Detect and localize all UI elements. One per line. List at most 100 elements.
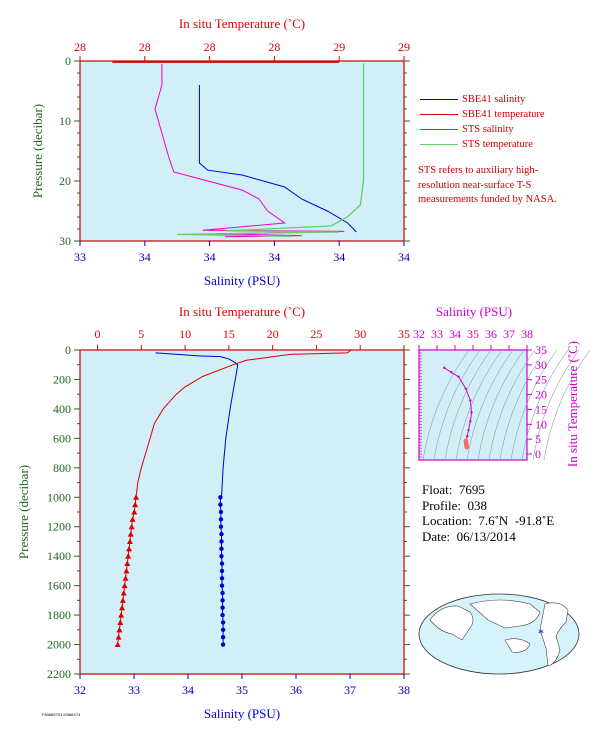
ts-point: [469, 399, 472, 402]
map-land-africa-europe: [429, 605, 474, 641]
y-tick-label: 10: [59, 114, 71, 128]
temperature-sample-point: [119, 597, 126, 603]
legend-item: STS temperature: [420, 137, 545, 152]
bottom-tick-label: 33: [128, 683, 140, 697]
temperature-sample-point: [114, 641, 121, 648]
y-tick-label: 200: [53, 372, 71, 386]
y-tick-label: 2200: [47, 667, 71, 681]
y-tick-label: 1200: [47, 520, 71, 534]
temperature-sample-point: [124, 560, 131, 567]
world-map-inset: *: [418, 593, 580, 675]
legend-swatch: [420, 99, 458, 100]
right-tick-label: 20: [535, 388, 547, 402]
density-contour: [422, 349, 470, 461]
salinity-sample-point: [220, 620, 226, 625]
temperature-sample-point: [122, 575, 129, 581]
bottom-tick-label: 34: [204, 250, 216, 264]
y-tick-label: 1600: [47, 579, 71, 593]
right-tick-label: 30: [535, 358, 547, 372]
top-tick-label: 28: [139, 40, 151, 54]
temperature-sample-point: [123, 567, 130, 574]
top-tick-label: 25: [310, 327, 322, 341]
y-tick-label: 30: [59, 234, 71, 248]
salinity-sample-point: [219, 576, 225, 581]
near-surface-bottom-axis-label: Salinity (PSU): [204, 273, 280, 288]
series-line: [155, 352, 239, 498]
profile-number: Profile: 038: [422, 497, 487, 513]
float-location-marker: *: [538, 626, 544, 640]
density-contour: [510, 349, 558, 461]
legend-swatch: [420, 129, 458, 130]
bottom-tick-label: 35: [236, 683, 248, 697]
ts-curve: [443, 367, 473, 442]
top-tick-label: 35: [467, 327, 479, 341]
map-land-australia: [504, 638, 531, 653]
y-tick-label: 800: [53, 461, 71, 475]
series-line: [177, 63, 365, 237]
temperature-sample-point: [132, 501, 139, 508]
density-contour: [543, 349, 591, 461]
temperature-sample-point: [125, 553, 132, 559]
map-land-asia: [469, 599, 541, 629]
ts-point: [443, 366, 446, 370]
salinity-sample-point: [220, 612, 225, 618]
salinity-sample-point: [219, 531, 224, 537]
legend-swatch: [420, 114, 458, 115]
float-location: Location: 7.6˚N -91.8˚E: [422, 513, 555, 528]
near-surface-plot-area: [79, 60, 405, 242]
full-profile-top-axis-label: In situ Temperature (˚C): [179, 304, 305, 319]
profile-date: Date: 06/13/2014: [422, 528, 516, 544]
temperature-sample-point: [129, 516, 136, 522]
legend-label: STS salinity: [462, 124, 514, 135]
top-tick-label: 37: [503, 327, 515, 341]
top-tick-label: 38: [521, 327, 533, 341]
temperature-sample-point: [118, 612, 125, 618]
temperature-sample-point: [133, 494, 140, 500]
top-tick-label: 35: [398, 327, 410, 341]
salinity-sample-point: [220, 598, 225, 603]
near-surface-panel: In situ Temperature (˚C) Salinity (PSU) …: [30, 16, 410, 288]
density-contour: [532, 349, 580, 461]
density-contour: [444, 349, 492, 461]
temperature-sample-point: [119, 604, 126, 611]
temperature-sample-point: [126, 545, 133, 552]
y-tick-label: 1000: [47, 490, 71, 504]
legend-label: SBE41 salinity: [462, 94, 526, 105]
bottom-tick-label: 34: [398, 250, 410, 264]
full-profile-y-axis-label: Pressure (decibar): [16, 465, 31, 559]
salinity-sample-point: [218, 509, 224, 515]
full-profile-plot-area: [79, 349, 405, 675]
full-profile-panel: In situ Temperature (˚C) Salinity (PSU) …: [16, 304, 410, 721]
legend-label: STS temperature: [462, 139, 533, 150]
legend-item: SBE41 salinity: [420, 92, 545, 107]
temperature-sample-point: [117, 619, 124, 625]
top-tick-label: 0: [95, 327, 101, 341]
salinity-sample-point: [219, 546, 224, 552]
ts-deep-point: [464, 444, 470, 450]
ts-diagram-panel: Salinity (PSU) In situ Temperature (˚C) …: [413, 304, 591, 467]
salinity-sample-point: [219, 561, 225, 566]
salinity-sample-point: [219, 539, 224, 544]
temperature-sample-point: [116, 626, 123, 633]
ts-right-axis-label: In situ Temperature (˚C): [565, 341, 580, 467]
salinity-sample-point: [220, 590, 225, 596]
top-tick-label: 28: [74, 40, 86, 54]
ts-top-axis-label: Salinity (PSU): [436, 304, 512, 319]
top-tick-label: 36: [485, 327, 497, 341]
full-profile-ticks: 0 5 10 15 20 25 30 35 32 33 34 35 36 37 38 0 200 400 600 80…: [47, 327, 410, 697]
ts-point: [470, 411, 473, 414]
salinity-sample-point: [218, 524, 224, 529]
density-contour: [488, 349, 536, 461]
near-surface-legend: SBE41 salinity SBE41 temperature STS sal…: [420, 92, 545, 152]
temperature-sample-point: [131, 509, 138, 515]
bottom-tick-label: 34: [333, 250, 345, 264]
right-tick-label: 25: [535, 373, 547, 387]
y-tick-label: 1800: [47, 608, 71, 622]
ts-density-contours: [422, 349, 591, 461]
legend-swatch: [420, 144, 458, 145]
temperature-sample-point: [120, 590, 127, 596]
salinity-sample-point: [220, 642, 226, 647]
y-tick-label: 2000: [47, 638, 71, 652]
density-contour: [477, 349, 525, 461]
float-id: Float: 7695: [422, 482, 485, 497]
